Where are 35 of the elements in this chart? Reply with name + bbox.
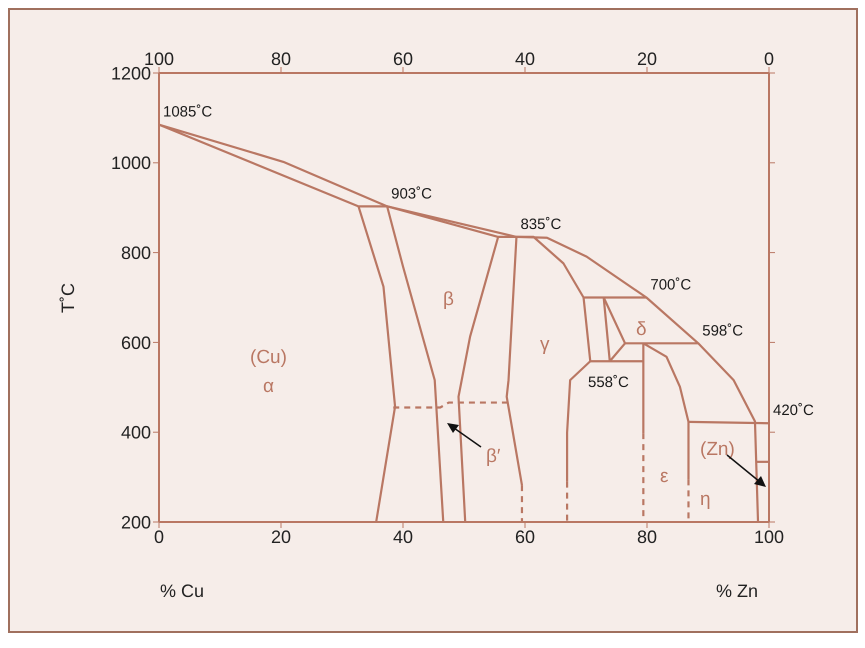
x-axis-title: % Zn [716,581,758,601]
x2-tick-label: 40 [514,49,536,69]
x-tick-label: 60 [514,526,536,547]
annotation: 558˚C [588,374,630,391]
annotation: η [700,489,711,510]
y-tick-label: 400 [120,422,151,443]
x2-tick-label: 60 [392,49,414,69]
x2-tick-label: 0 [764,49,774,69]
x-tick-label: 20 [270,526,292,547]
annotation: ε [660,466,669,487]
x2-axis-title: % Cu [160,581,204,601]
annotation: (Cu) [250,347,287,368]
x2-tick-label: 80 [270,49,292,69]
annotation: 1085˚C [163,104,212,121]
annotation: (Zn) [700,439,735,460]
x-tick-label: 0 [154,526,164,547]
x-tick-label: 100 [754,526,784,547]
annotation: β′ [486,446,501,467]
annotation: 420˚C [773,402,814,420]
y-tick-label: 600 [120,332,151,353]
annotation: 903˚C [391,185,432,202]
annotation: δ [636,319,647,340]
y-axis-title: T˚C [58,283,78,313]
annotation: 700˚C [650,276,692,294]
x-tick-label: 80 [636,526,658,547]
y-tick-label: 1000 [110,153,151,174]
x-tick-label: 40 [392,526,414,547]
annotation: γ [540,334,550,355]
x2-tick-label: 20 [636,49,658,69]
annotation: β [443,289,454,310]
annotation: α [263,376,274,397]
annotation: 835˚C [520,216,562,233]
y-tick-label: 800 [120,242,151,263]
annotation: 598˚C [702,322,744,340]
y-tick-label: 200 [120,512,151,532]
